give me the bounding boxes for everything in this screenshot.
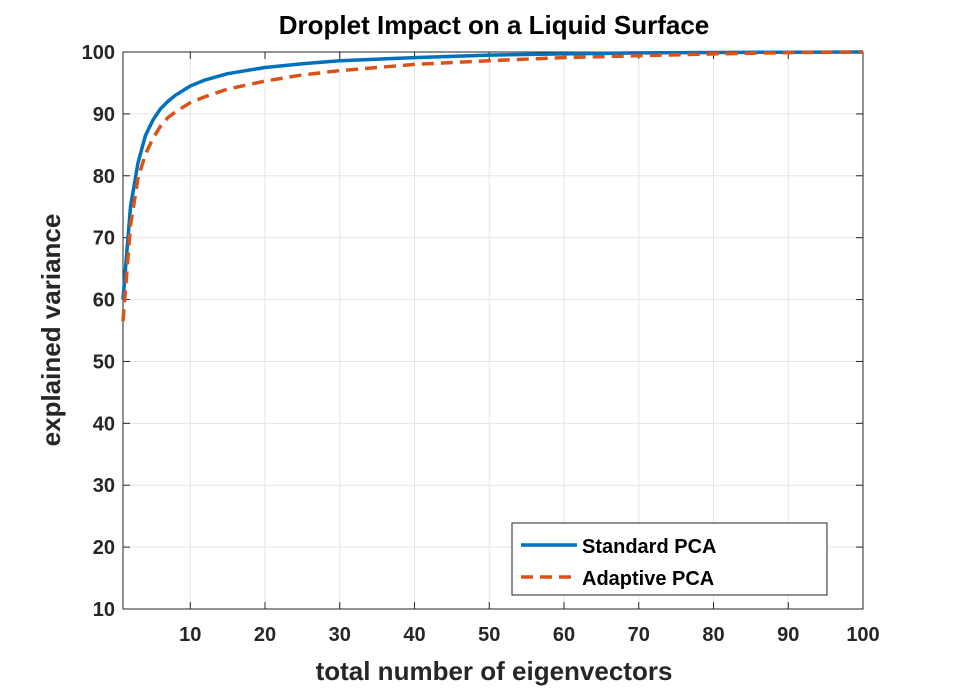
- chart-title: Droplet Impact on a Liquid Surface: [279, 10, 710, 40]
- y-tick-label: 80: [93, 166, 115, 188]
- x-tick-label: 50: [478, 624, 500, 646]
- x-axis-ticks: 10 20 30 40 50 60 70 80 90 100: [179, 52, 880, 646]
- y-tick-label: 50: [93, 351, 115, 373]
- x-axis-label: total number of eigenvectors: [316, 656, 673, 686]
- x-tick-label: 80: [702, 624, 724, 646]
- y-tick-label: 40: [93, 413, 115, 435]
- legend-label-adaptive-pca: Adaptive PCA: [582, 568, 714, 590]
- y-tick-label: 60: [93, 290, 115, 312]
- x-tick-label: 30: [329, 624, 351, 646]
- y-tick-label: 20: [93, 537, 115, 559]
- x-tick-label: 70: [628, 624, 650, 646]
- plot-area: [122, 51, 864, 610]
- y-tick-label: 10: [93, 599, 115, 621]
- legend-box: [511, 522, 828, 596]
- legend-label-standard-pca: Standard PCA: [582, 536, 716, 558]
- x-tick-label: 90: [777, 624, 799, 646]
- x-tick-label: 100: [846, 624, 879, 646]
- series-lines: [121, 50, 864, 322]
- legend: Standard PCA Adaptive PCA: [511, 522, 828, 596]
- x-tick-label: 40: [403, 624, 425, 646]
- x-tick-label: 60: [553, 624, 575, 646]
- y-tick-label: 90: [93, 104, 115, 126]
- y-tick-label: 30: [93, 475, 115, 497]
- y-tick-label: 100: [82, 42, 115, 64]
- y-tick-label: 70: [93, 228, 115, 250]
- y-axis-ticks: 10 20 30 40 50 60 70 80 90 100: [82, 42, 863, 621]
- y-axis-label: explained variance: [36, 214, 66, 447]
- series-line-adaptive-pca: [121, 50, 864, 322]
- x-tick-label: 10: [179, 624, 201, 646]
- series-line-standard-pca: [121, 50, 864, 300]
- x-tick-label: 20: [254, 624, 276, 646]
